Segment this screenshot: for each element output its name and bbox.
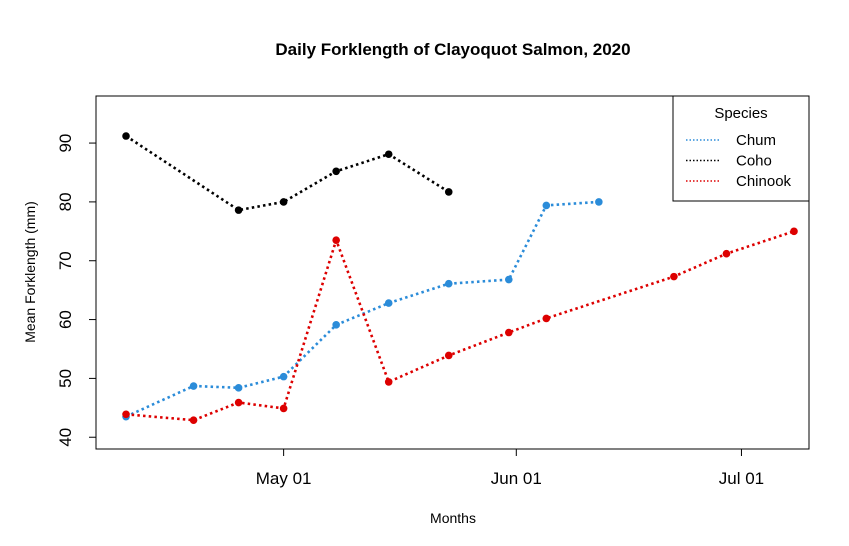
legend-box	[672, 95, 810, 202]
chinook-point	[279, 404, 288, 413]
chinook-point	[189, 416, 198, 424]
chum-point	[504, 275, 513, 284]
legend-label-chinook: Chinook	[736, 173, 792, 190]
coho-line	[125, 134, 450, 212]
chum-point	[189, 382, 198, 390]
coho-point	[234, 206, 243, 214]
chinook-point	[504, 328, 513, 337]
y-axis: 40 50 60 70 80 90	[56, 134, 96, 447]
chum-point	[542, 201, 551, 210]
x-tick-label: Jun 01	[491, 469, 542, 488]
chum-point	[444, 279, 453, 288]
series-chinook	[122, 227, 798, 424]
legend-label-coho: Coho	[736, 153, 772, 170]
y-axis-title: Mean Forklength (mm)	[22, 201, 38, 343]
x-axis: May 01 Jun 01 Jul 01	[256, 449, 764, 488]
chinook-point	[722, 249, 731, 258]
x-tick-label: May 01	[256, 469, 312, 488]
y-tick-label: 70	[56, 251, 75, 270]
chinook-point	[790, 227, 798, 236]
chum-point	[234, 384, 243, 392]
plot-frame	[95, 95, 810, 450]
y-tick-label: 90	[56, 134, 75, 153]
coho-point	[279, 198, 288, 206]
chinook-point	[542, 314, 551, 323]
legend-label-chum: Chum	[736, 132, 776, 149]
series-layer	[122, 132, 798, 424]
coho-point	[122, 132, 130, 140]
coho-point	[444, 188, 453, 196]
chart-title: Daily Forklength of Clayoquot Salmon, 20…	[275, 40, 630, 59]
chinook-point	[234, 398, 243, 407]
y-tick-label: 60	[56, 310, 75, 329]
chinook-point	[332, 236, 340, 244]
chum-point	[279, 372, 288, 381]
chum-point	[332, 321, 340, 329]
coho-point	[332, 167, 340, 176]
series-coho	[122, 132, 453, 214]
x-axis-title: Months	[430, 510, 476, 526]
coho-point	[384, 150, 393, 159]
chinook-point	[122, 410, 130, 419]
chinook-point	[444, 351, 453, 360]
chinook-line	[125, 230, 795, 422]
legend-title: Species	[714, 105, 767, 122]
x-tick-label: Jul 01	[719, 469, 764, 488]
chum-point	[595, 198, 603, 206]
y-tick-label: 50	[56, 369, 75, 388]
chinook-point	[670, 272, 678, 281]
y-tick-label: 80	[56, 192, 75, 211]
chum-point	[384, 299, 393, 307]
y-tick-label: 40	[56, 428, 75, 447]
legend: Species Chum Coho Chinook	[672, 95, 810, 202]
chinook-point	[384, 378, 393, 386]
